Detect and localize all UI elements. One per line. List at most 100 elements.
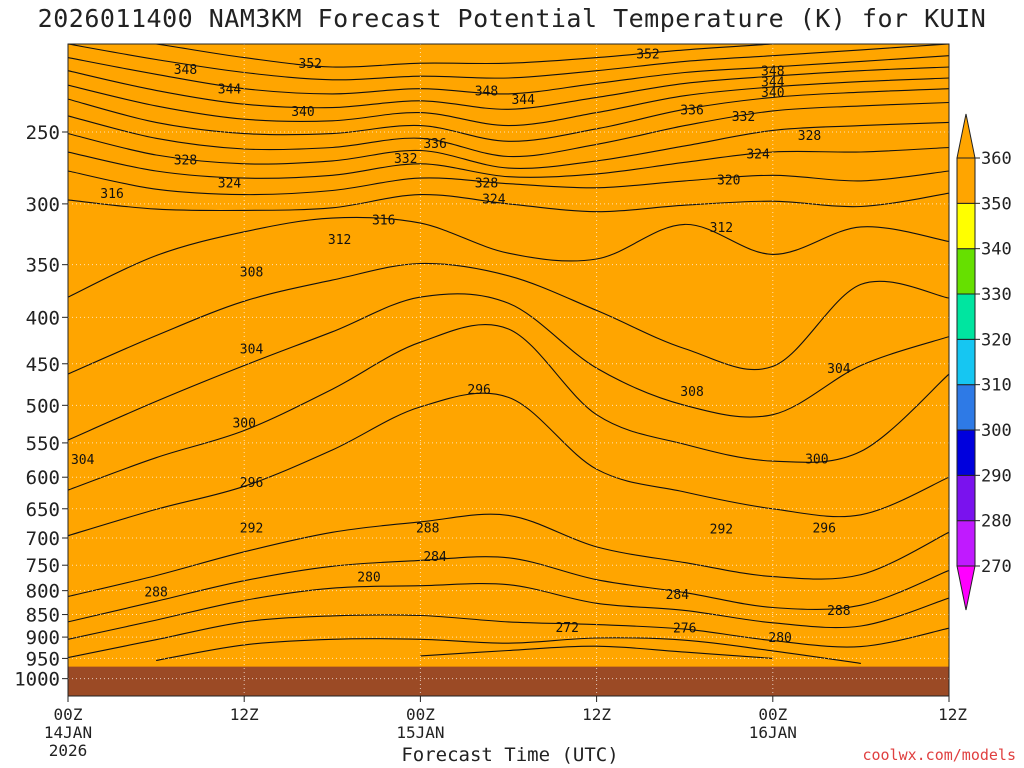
ground-surface: [68, 666, 949, 696]
contour-label-336: 336: [423, 137, 446, 152]
contour-label-324: 324: [746, 147, 770, 162]
colorbar-arrow-high: [956, 113, 976, 159]
contour-label-332: 332: [732, 110, 755, 125]
isentrope-336: [68, 88, 949, 142]
source-credit: coolwx.com/models: [862, 746, 1016, 764]
colorbar-label-280: 280: [981, 512, 1012, 532]
x-tick-label-h36-0: 12Z: [582, 705, 611, 724]
isentrope-324: [68, 146, 949, 179]
colorbar-label-300: 300: [981, 421, 1012, 441]
y-tick-label-550: 550: [26, 433, 60, 455]
contour-labels: 3523523483483483443443443403403363363323…: [71, 48, 851, 646]
x-axis-label: Forecast Time (UTC): [401, 744, 619, 766]
isentrope-284: [68, 582, 949, 640]
isentrope-288: [68, 556, 949, 623]
contour-label-288: 288: [827, 604, 850, 619]
contour-label-304: 304: [240, 343, 264, 358]
contour-label-300: 300: [805, 452, 828, 467]
y-tick-label-350: 350: [26, 255, 60, 277]
y-tick-label-600: 600: [26, 467, 60, 489]
isentrope-352: [68, 44, 949, 81]
y-tick-label-650: 650: [26, 499, 60, 521]
contour-label-352: 352: [636, 48, 659, 63]
colorbar-swatch-330: [956, 293, 976, 340]
band-360-370: [68, 44, 949, 696]
contour-label-312: 312: [710, 221, 733, 236]
contour-label-292: 292: [710, 522, 733, 537]
isentrope-328: [68, 121, 949, 169]
x-tick-label-h48-1: 16JAN: [749, 723, 797, 742]
contour-label-328: 328: [174, 153, 197, 168]
contour-label-332: 332: [394, 152, 417, 167]
contour-label-324: 324: [218, 176, 242, 191]
colorbar-label-270: 270: [981, 557, 1012, 577]
x-tick-label-h0-2: 2026: [49, 741, 88, 760]
colorbar-label-350: 350: [981, 194, 1012, 214]
x-tick-label-h24-0: 00Z: [406, 705, 435, 724]
x-tick-label-h24-1: 15JAN: [396, 723, 444, 742]
isentrope-308: [68, 262, 949, 375]
isentrope-348: [68, 55, 949, 95]
contour-label-280: 280: [357, 571, 380, 586]
contour-label-304: 304: [71, 453, 95, 468]
y-tick-label-300: 300: [26, 194, 60, 216]
y-tick-label-750: 750: [26, 555, 60, 577]
x-tick-label-h0-1: 14JAN: [44, 723, 92, 742]
isentrope-332: [68, 101, 949, 158]
colorbar-label-360: 360: [981, 149, 1012, 169]
contour-label-344: 344: [761, 76, 785, 91]
plot-frame: [67, 43, 950, 697]
contour-label-344: 344: [218, 83, 242, 98]
y-tick-label-250: 250: [26, 122, 60, 144]
colorbar-arrow-low: [956, 565, 976, 611]
colorbar-label-330: 330: [981, 285, 1012, 305]
x-tick-label-h60-0: 12Z: [938, 705, 967, 724]
colorbar-swatch-290: [956, 474, 976, 522]
isentrope-276: [156, 637, 861, 664]
y-tick-label-500: 500: [26, 395, 60, 417]
contour-label-308: 308: [680, 385, 703, 400]
colorbar-label-310: 310: [981, 376, 1012, 396]
x-tick-label-h0-0: 00Z: [54, 705, 83, 724]
contour-label-348: 348: [761, 65, 784, 80]
contour-label-292: 292: [240, 522, 263, 537]
isentrope-272: [420, 645, 773, 659]
contour-label-296: 296: [467, 383, 490, 398]
contour-label-308: 308: [240, 265, 263, 280]
y-tick-label-850: 850: [26, 605, 60, 627]
colorbar-swatch-320: [956, 338, 976, 386]
contour-label-320: 320: [717, 173, 740, 188]
y-tick-label-700: 700: [26, 528, 60, 550]
contour-label-336: 336: [680, 103, 703, 118]
colorbar-label-290: 290: [981, 466, 1012, 486]
contour-label-276: 276: [673, 621, 696, 636]
ground-fill: [68, 666, 949, 696]
x-tick-label-h12-0: 12Z: [230, 705, 259, 724]
y-tick-label-450: 450: [26, 354, 60, 376]
isentrope-contours: [68, 44, 949, 664]
colorbar-swatch-360: [956, 157, 976, 204]
contour-label-328: 328: [798, 129, 821, 144]
colorbar-swatch-340: [956, 248, 976, 295]
contour-label-304: 304: [827, 362, 851, 377]
y-tick-label-950: 950: [26, 648, 60, 670]
contour-label-272: 272: [555, 621, 578, 636]
y-tick-label-800: 800: [26, 581, 60, 603]
isentrope-312: [68, 216, 949, 298]
contour-label-348: 348: [475, 84, 498, 99]
isentrope-280: [68, 614, 949, 659]
isentrope-300: [68, 324, 949, 491]
contour-label-296: 296: [812, 522, 835, 537]
contour-label-352: 352: [299, 57, 322, 72]
contour-label-284: 284: [666, 588, 690, 603]
contour-label-316: 316: [372, 213, 395, 228]
y-tick-label-900: 900: [26, 627, 60, 649]
colorbar-label-340: 340: [981, 240, 1012, 260]
contour-label-296: 296: [240, 476, 263, 491]
colorbar-swatch-350: [956, 202, 976, 250]
contour-label-328: 328: [475, 176, 498, 191]
isentrope-304: [68, 293, 949, 441]
colorbar-label-320: 320: [981, 330, 1012, 350]
